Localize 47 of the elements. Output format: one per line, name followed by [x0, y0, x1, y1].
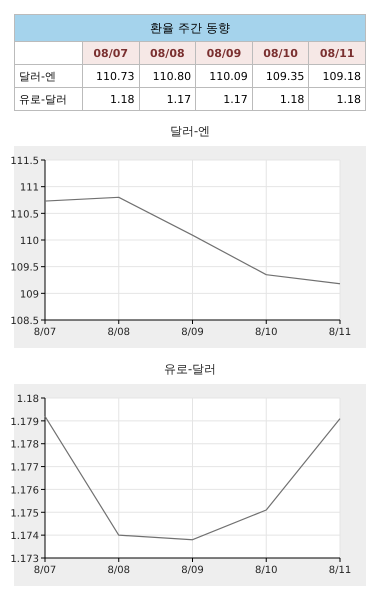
- line-series: [44, 416, 341, 540]
- data-label: 1.18: [308, 88, 366, 110]
- data-label: 1.18: [82, 88, 140, 110]
- y-tick-label: 109.5: [10, 262, 39, 274]
- x-tick-label: 8/11: [328, 327, 352, 338]
- data-label: 1.17: [196, 88, 252, 110]
- category-label: 08/09: [196, 42, 252, 64]
- x-tick-label: 8/11: [328, 565, 352, 576]
- x-tick-label: 8/10: [255, 565, 278, 576]
- y-tick-label: 109: [20, 289, 39, 300]
- category-label: 08/10: [252, 42, 309, 64]
- data-label: 1.18: [252, 88, 309, 110]
- y-tick-label: 110: [20, 236, 39, 247]
- y-tick-label: 1.173: [10, 554, 39, 565]
- x-tick-label: 8/09: [181, 327, 204, 338]
- y-tick-label: 111.5: [10, 156, 39, 167]
- data-label: 109.35: [252, 64, 309, 88]
- y-tick-label: 1.176: [10, 485, 39, 496]
- x-tick-label: 8/10: [255, 327, 278, 338]
- chart-title: 유로-달러: [164, 362, 216, 376]
- x-tick-label: 8/09: [181, 565, 204, 576]
- y-tick-label: 1.18: [16, 394, 39, 405]
- y-tick-label: 110.5: [10, 209, 39, 220]
- y-tick-label: 1.175: [10, 508, 39, 520]
- x-tick-label: 8/07: [34, 565, 56, 576]
- text: 유로-달러: [14, 88, 82, 110]
- y-tick-label: 1.178: [10, 440, 39, 451]
- line-series: [44, 196, 341, 284]
- y-tick-label: 1.179: [10, 416, 39, 428]
- data-label: 110.80: [139, 64, 196, 88]
- text: 달러-엔: [14, 64, 82, 88]
- chart-title: 달러-엔: [170, 124, 210, 138]
- category-label: 08/08: [139, 42, 196, 64]
- y-tick-label: 1.177: [10, 462, 39, 474]
- x-tick-label: 8/08: [108, 327, 130, 338]
- data-label: 109.18: [308, 64, 366, 88]
- y-tick-label: 1.174: [10, 531, 39, 542]
- data-label: 1.17: [139, 88, 196, 110]
- x-tick-label: 8/07: [34, 327, 56, 338]
- y-tick-label: 108.5: [10, 316, 39, 327]
- text: 환율 주간 동향: [14, 14, 366, 42]
- data-label: 110.09: [196, 64, 252, 88]
- category-label: 08/07: [82, 42, 140, 64]
- category-label: 08/11: [308, 42, 366, 64]
- y-tick-label: 111: [20, 182, 39, 194]
- x-tick-label: 8/08: [108, 565, 130, 576]
- data-label: 110.73: [82, 64, 140, 88]
